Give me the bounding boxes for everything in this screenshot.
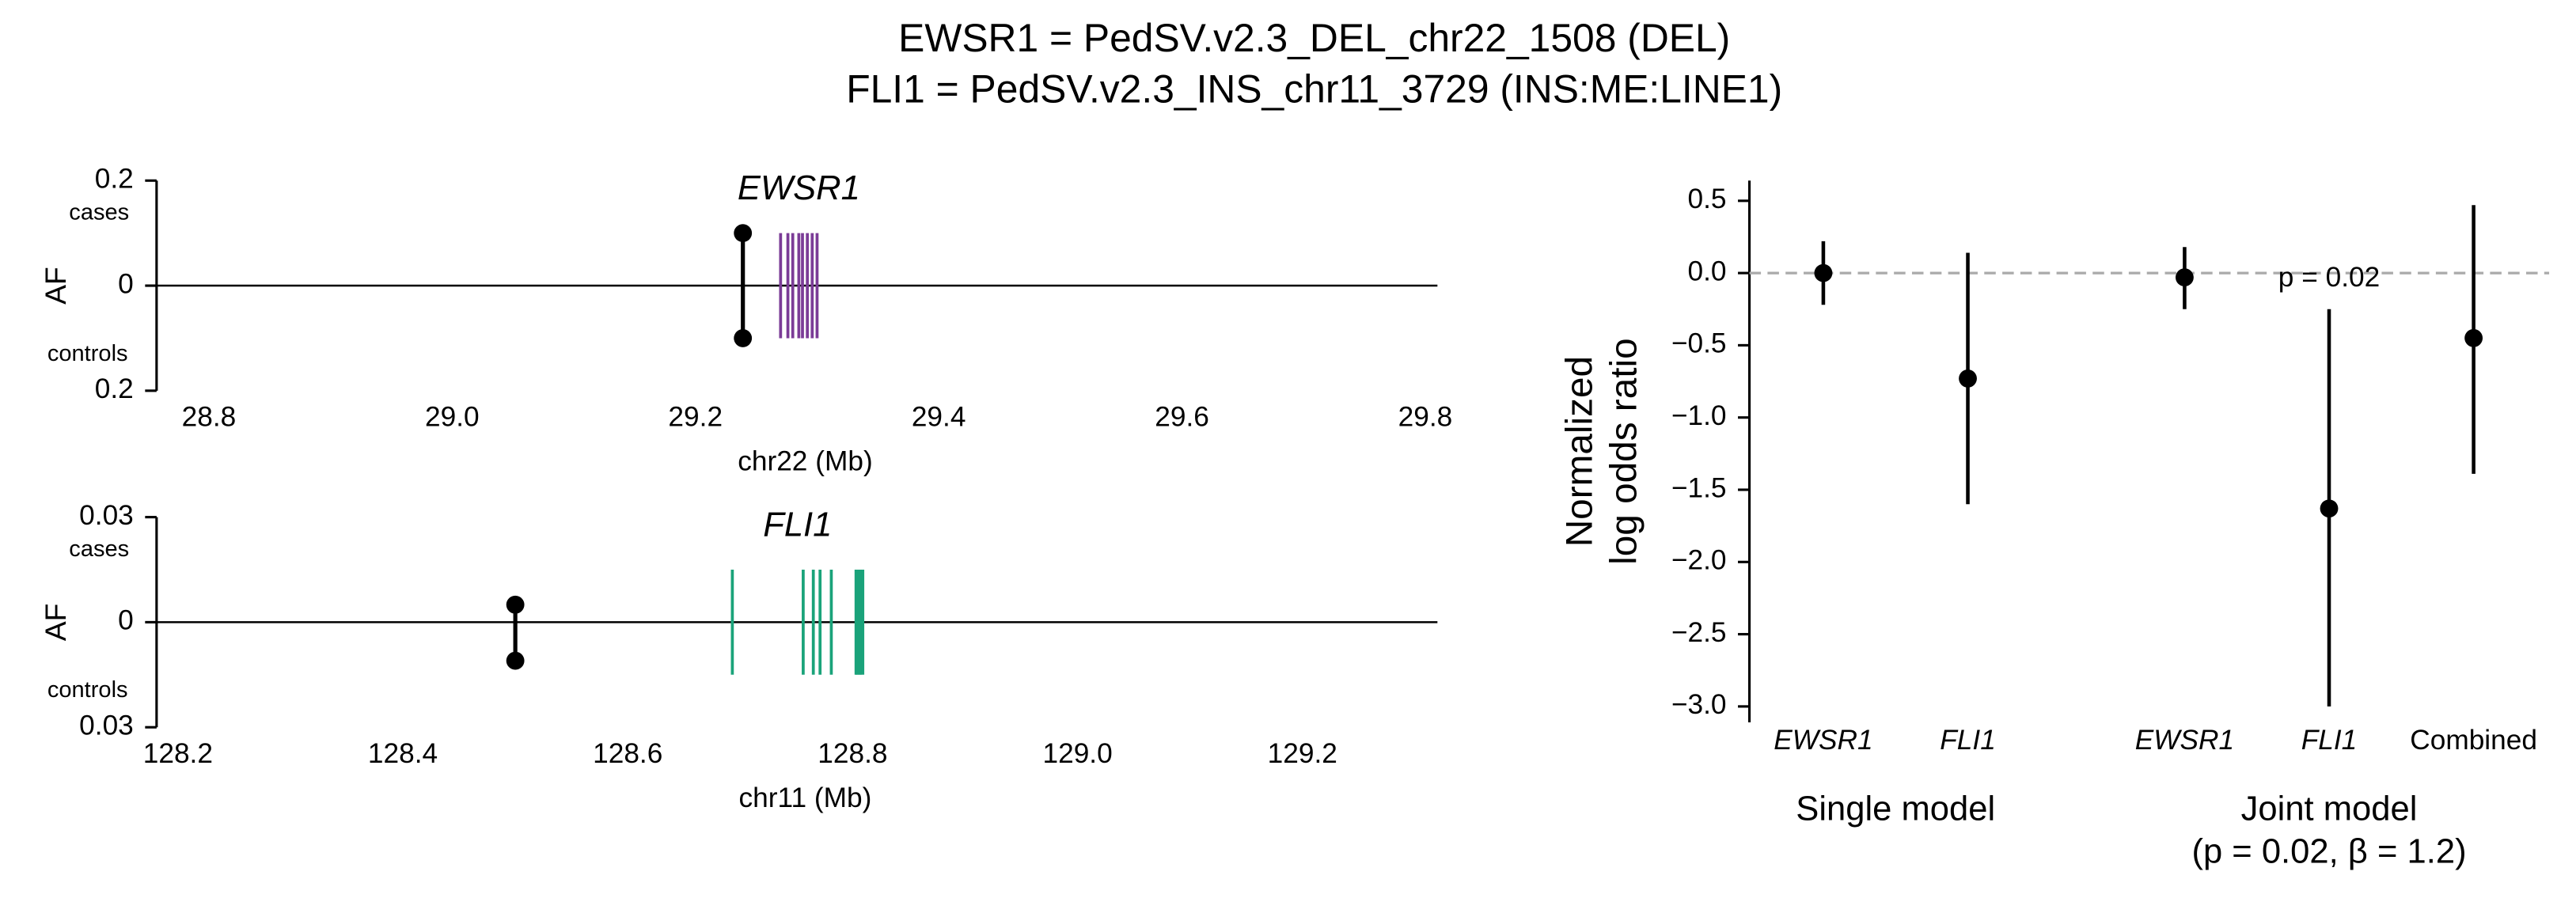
- x-axis-label: chr22 (Mb): [738, 445, 873, 476]
- cases-label: cases: [69, 199, 129, 225]
- x-tick-label: 29.4: [912, 401, 966, 432]
- y-tick-label: −1.0: [1671, 400, 1727, 431]
- x-tick-label: 128.8: [818, 738, 887, 769]
- y-axis-label: AF: [39, 267, 72, 305]
- y-axis-label: log odds ratio: [1603, 338, 1645, 565]
- title-line: FLI1 = PedSV.v2.3_INS_chr11_3729 (INS:ME…: [846, 66, 1782, 111]
- point-estimate: [1959, 369, 1977, 388]
- point-estimate: [1814, 263, 1833, 282]
- group-note: (p = 0.02, β = 1.2): [2191, 832, 2466, 870]
- y-tick-label: 0: [118, 605, 134, 636]
- x-tick-label: Combined: [2410, 725, 2537, 756]
- title-line: EWSR1 = PedSV.v2.3_DEL_chr22_1508 (DEL): [898, 16, 1730, 60]
- x-tick-label: 128.6: [593, 738, 662, 769]
- y-tick-label: 0.5: [1687, 184, 1726, 214]
- gene-label: FLI1: [763, 506, 832, 544]
- x-tick-label: EWSR1: [1774, 725, 1872, 756]
- point-estimate: [2464, 328, 2483, 347]
- x-tick-label: EWSR1: [2135, 725, 2234, 756]
- y-axis-label: AF: [39, 604, 72, 642]
- gene-label: EWSR1: [738, 169, 860, 207]
- y-tick-label: −3.0: [1671, 689, 1727, 720]
- point-estimate: [2320, 499, 2339, 518]
- y-tick-label: −2.5: [1671, 617, 1727, 648]
- x-tick-label: FLI1: [2301, 725, 2358, 756]
- x-tick-label: 129.2: [1268, 738, 1337, 769]
- y-tick-label: 0.03: [79, 500, 134, 531]
- x-tick-label: 128.4: [368, 738, 438, 769]
- y-tick-label: −0.5: [1671, 328, 1727, 359]
- point-estimate: [2176, 268, 2194, 286]
- group-label: Single model: [1796, 790, 1995, 828]
- x-tick-label: 129.0: [1042, 738, 1112, 769]
- group-label: Joint model: [2241, 790, 2418, 828]
- y-tick-label: 0: [118, 268, 134, 299]
- y-axis-label: Normalized: [1559, 356, 1601, 547]
- controls-label: controls: [47, 341, 128, 366]
- x-tick-label: FLI1: [1940, 725, 1996, 756]
- case-point: [734, 224, 753, 243]
- y-tick-label: 0.0: [1687, 256, 1726, 286]
- y-tick-label: 0.03: [79, 710, 134, 741]
- case-point: [506, 595, 525, 614]
- x-tick-label: 28.8: [182, 401, 237, 432]
- x-tick-label: 128.2: [143, 738, 213, 769]
- x-tick-label: 29.6: [1155, 401, 1209, 432]
- control-point: [506, 651, 525, 670]
- controls-label: controls: [47, 677, 128, 703]
- y-tick-label: −2.0: [1671, 545, 1727, 576]
- x-tick-label: 29.8: [1398, 401, 1453, 432]
- annotation: p = 0.02: [2278, 262, 2380, 293]
- y-tick-label: 0.2: [95, 373, 134, 404]
- x-tick-label: 29.2: [668, 401, 723, 432]
- cases-label: cases: [69, 536, 129, 562]
- x-axis-label: chr11 (Mb): [739, 782, 872, 813]
- control-point: [734, 329, 753, 347]
- y-tick-label: −1.5: [1671, 472, 1727, 503]
- x-tick-label: 29.0: [425, 401, 480, 432]
- y-tick-label: 0.2: [95, 164, 134, 195]
